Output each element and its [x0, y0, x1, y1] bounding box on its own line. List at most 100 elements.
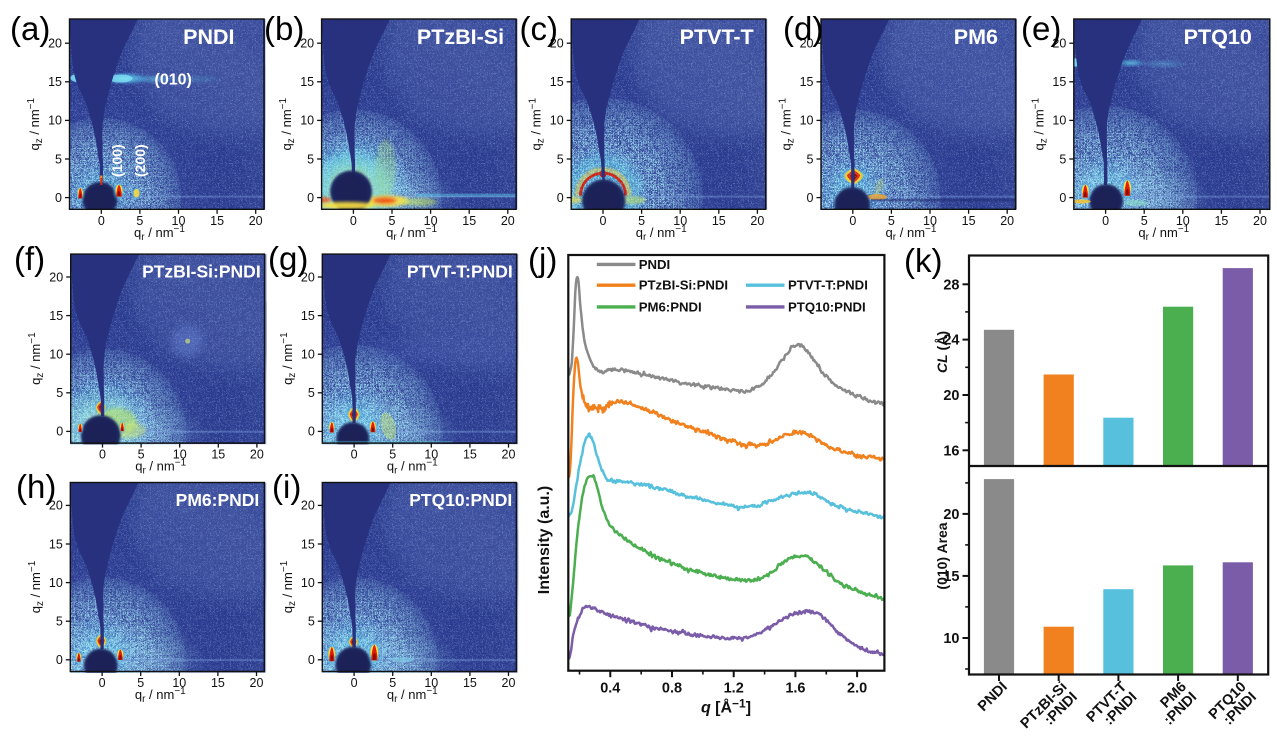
svg-text:(b): (b) [264, 10, 304, 47]
svg-text:PTVT-T: PTVT-T [680, 25, 754, 49]
svg-text:5: 5 [138, 448, 145, 462]
svg-text:(100): (100) [109, 144, 125, 177]
svg-text:20: 20 [501, 214, 515, 228]
svg-text:20: 20 [250, 448, 264, 462]
svg-text:20: 20 [1000, 214, 1014, 228]
svg-text:10: 10 [48, 114, 62, 128]
svg-text:5: 5 [56, 615, 63, 629]
svg-text:0.8: 0.8 [662, 681, 682, 697]
svg-text:qr / nm−1: qr / nm−1 [387, 686, 438, 705]
svg-text:0: 0 [600, 214, 607, 228]
svg-text:(i): (i) [272, 468, 301, 505]
svg-text:qz / nm−1: qz / nm−1 [778, 97, 797, 150]
svg-text:5: 5 [389, 214, 396, 228]
svg-text:qr / nm−1: qr / nm−1 [1138, 224, 1189, 243]
svg-text:10: 10 [173, 448, 187, 462]
svg-text:PTQ10: PTQ10 [1184, 25, 1252, 49]
svg-text:qz / nm−1: qz / nm−1 [278, 97, 297, 150]
svg-text:qz / nm−1: qz / nm−1 [27, 332, 46, 385]
svg-text:(d): (d) [783, 10, 823, 47]
svg-text:qr / nm−1: qr / nm−1 [886, 224, 937, 243]
svg-text:0: 0 [1059, 191, 1066, 205]
svg-text:15: 15 [211, 448, 225, 462]
svg-text:PTzBI-Si: PTzBI-Si [417, 25, 504, 49]
svg-text:20: 20 [301, 499, 315, 513]
svg-text:15: 15 [463, 676, 477, 690]
svg-text:0: 0 [99, 448, 106, 462]
svg-text:10: 10 [1176, 214, 1190, 228]
svg-text:15: 15 [210, 214, 224, 228]
svg-text:(h): (h) [16, 468, 56, 505]
svg-text:15: 15 [48, 75, 62, 89]
svg-text:20: 20 [1253, 214, 1267, 228]
svg-text:PM6: PM6 [954, 25, 998, 49]
svg-text:20: 20 [49, 270, 63, 284]
svg-text:20: 20 [750, 214, 764, 228]
svg-text:10: 10 [424, 214, 438, 228]
svg-text:15: 15 [301, 537, 315, 551]
svg-text:10: 10 [49, 576, 63, 590]
svg-text:CL (Å): CL (Å) [934, 331, 950, 373]
svg-text:PTzBI-Si:PNDI: PTzBI-Si:PNDI [142, 262, 261, 282]
svg-text:0: 0 [98, 214, 105, 228]
svg-text:0: 0 [849, 214, 856, 228]
svg-text:PM6:PNDI: PM6:PNDI [639, 299, 702, 314]
svg-text:10: 10 [800, 114, 814, 128]
svg-text:qr / nm−1: qr / nm−1 [386, 224, 437, 243]
svg-text:15: 15 [962, 214, 976, 228]
svg-text:qr / nm−1: qr / nm−1 [636, 224, 687, 243]
svg-text:20: 20 [48, 37, 62, 51]
svg-text:20: 20 [800, 37, 814, 51]
svg-text:qr / nm−1: qr / nm−1 [387, 458, 438, 477]
svg-text:5: 5 [389, 676, 396, 690]
svg-text:10: 10 [172, 676, 186, 690]
svg-text:10: 10 [424, 676, 438, 690]
svg-text:5: 5 [1059, 152, 1066, 166]
svg-text:Intensity (a.u.): Intensity (a.u.) [536, 486, 553, 594]
svg-text:0: 0 [1102, 214, 1109, 228]
svg-text:(010) Area: (010) Area [934, 522, 950, 589]
svg-text:28: 28 [943, 277, 959, 293]
svg-text:16: 16 [943, 443, 959, 459]
svg-text:qr / nm−1: qr / nm−1 [134, 224, 185, 243]
svg-text:5: 5 [888, 214, 895, 228]
svg-text:20: 20 [502, 448, 516, 462]
svg-text:5: 5 [308, 386, 315, 400]
svg-text:5: 5 [557, 152, 564, 166]
svg-text:20: 20 [49, 499, 63, 513]
svg-text:20: 20 [1052, 37, 1066, 51]
svg-text:qz / nm−1: qz / nm−1 [528, 97, 547, 150]
svg-text:PTQ10:PNDI: PTQ10:PNDI [409, 490, 512, 510]
svg-text:PTzBI-Si:PNDI: PTzBI-Si:PNDI [639, 278, 728, 293]
svg-text:qz / nm−1: qz / nm−1 [279, 332, 298, 385]
svg-text:0: 0 [557, 191, 564, 205]
svg-text:15: 15 [300, 75, 314, 89]
svg-text:5: 5 [389, 448, 396, 462]
svg-text:(c): (c) [520, 10, 558, 47]
svg-text:1.6: 1.6 [785, 681, 805, 697]
svg-text:0: 0 [99, 676, 106, 690]
svg-text:qz / nm−1: qz / nm−1 [1030, 97, 1049, 150]
svg-text:10: 10 [550, 114, 564, 128]
svg-text:0: 0 [351, 448, 358, 462]
svg-text:20: 20 [301, 270, 315, 284]
svg-text:20: 20 [249, 214, 263, 228]
svg-text:10: 10 [673, 214, 687, 228]
svg-text:0: 0 [55, 191, 62, 205]
svg-text:15: 15 [550, 75, 564, 89]
svg-text:10: 10 [49, 348, 63, 362]
svg-text:20: 20 [550, 37, 564, 51]
svg-text:qz / nm−1: qz / nm−1 [27, 560, 46, 613]
svg-text:0: 0 [308, 653, 315, 667]
svg-text:15: 15 [800, 75, 814, 89]
svg-text:15: 15 [943, 569, 959, 585]
svg-text:10: 10 [424, 448, 438, 462]
svg-text:qz / nm−1: qz / nm−1 [279, 560, 298, 613]
svg-text:(j): (j) [528, 241, 557, 278]
svg-text:15: 15 [1052, 75, 1066, 89]
svg-text:0: 0 [56, 425, 63, 439]
svg-text:PNDI: PNDI [639, 257, 671, 272]
svg-text:20: 20 [943, 388, 959, 404]
svg-text:20: 20 [943, 507, 959, 523]
svg-text:10: 10 [172, 214, 186, 228]
